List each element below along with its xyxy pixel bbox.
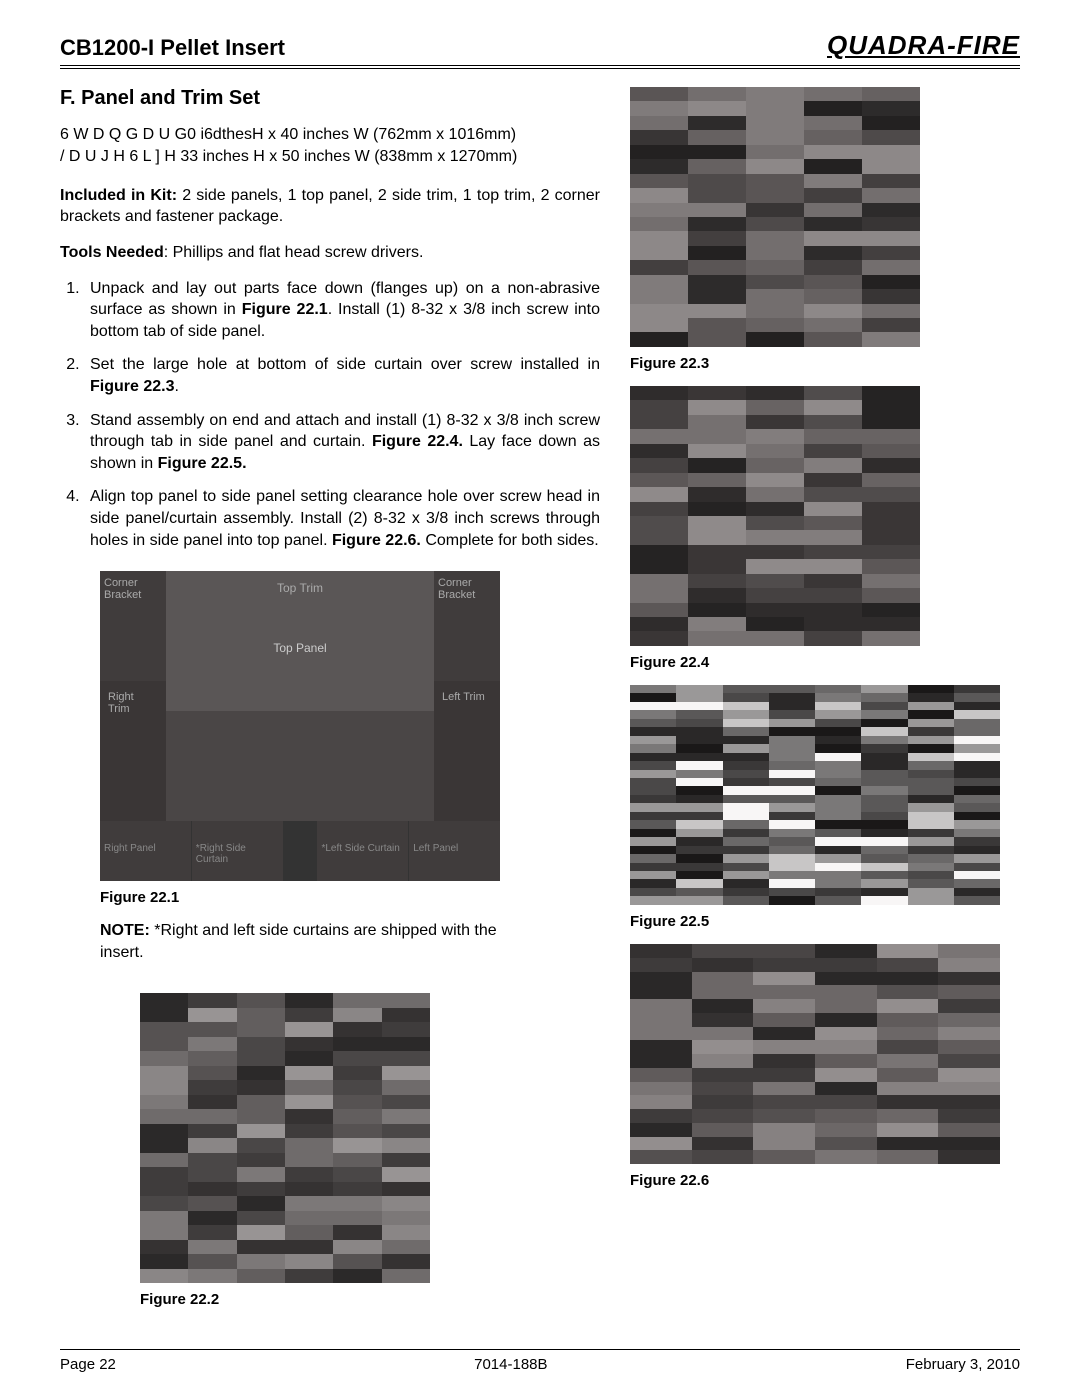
left-curtain-label: *Left Side Curtain <box>317 821 409 881</box>
figure-22-2-block: Figure 22.2 <box>140 993 600 1308</box>
tools-needed: Tools Needed: Phillips and flat head scr… <box>60 242 600 264</box>
brand-logo: QUADRA-FIRE <box>827 30 1020 61</box>
note-block: NOTE: *Right and left side curtains are … <box>100 920 520 963</box>
figure-22-4-caption: Figure 22.4 <box>630 654 1000 671</box>
dim-standard: 6 W D Q G D U G0 i6dthesH x 40 inches W … <box>60 124 600 146</box>
figure-22-5-block: Figure 22.5 <box>630 685 1000 930</box>
page-header: CB1200-I Pellet Insert QUADRA-FIRE <box>60 30 1020 69</box>
page-footer: Page 22 7014-188B February 3, 2010 <box>60 1349 1020 1373</box>
dim-large: / D U J H 6 L ] H 33 inches H x 50 inche… <box>60 146 600 168</box>
content-area: F. Panel and Trim Set 6 W D Q G D U G0 i… <box>60 87 1020 1322</box>
figure-22-4-block: Figure 22.4 <box>630 386 1000 671</box>
left-panel-label: Left Panel <box>409 821 500 881</box>
included-kit: Included in Kit: 2 side panels, 1 top pa… <box>60 185 600 228</box>
figure-22-6-block: Figure 22.6 <box>630 944 1000 1189</box>
note-label: NOTE: <box>100 922 150 939</box>
note-text: *Right and left side curtains are shippe… <box>100 922 497 961</box>
step-4: Align top panel to side panel setting cl… <box>84 486 600 551</box>
top-trim-label: Top Trim <box>166 581 434 595</box>
figure-22-5-image <box>630 685 1000 905</box>
figure-22-3-caption: Figure 22.3 <box>630 355 1000 372</box>
figure-22-2-image <box>140 993 430 1283</box>
left-column: F. Panel and Trim Set 6 W D Q G D U G0 i… <box>60 87 600 1322</box>
figure-22-6-image <box>630 944 1000 1164</box>
figure-22-4-image <box>630 386 920 646</box>
figure-22-2-caption: Figure 22.2 <box>140 1291 600 1308</box>
right-panel-label: Right Panel <box>100 821 192 881</box>
product-title: CB1200-I Pellet Insert <box>60 35 285 61</box>
figure-22-3-image <box>630 87 920 347</box>
figure-22-1-diagram: Corner Bracket Top Trim Top Panel Corner… <box>100 571 500 881</box>
right-trim-label: Right Trim <box>104 687 162 719</box>
right-column: Figure 22.3 Figure 22.4 Figure 22.5 Figu… <box>630 87 1000 1322</box>
step-1: Unpack and lay out parts face down (flan… <box>84 278 600 343</box>
left-trim-label: Left Trim <box>438 687 496 707</box>
figure-22-3-block: Figure 22.3 <box>630 87 1000 372</box>
corner-bracket-left: Corner Bracket <box>100 571 166 681</box>
steps-list: Unpack and lay out parts face down (flan… <box>60 278 600 552</box>
dimensions-block: 6 W D Q G D U G0 i6dthesH x 40 inches W … <box>60 124 600 169</box>
footer-date: February 3, 2010 <box>906 1356 1020 1373</box>
figure-22-1-caption: Figure 22.1 <box>100 889 600 906</box>
right-curtain-label: *Right Side Curtain <box>192 821 284 881</box>
tools-text: : Phillips and flat head screw drivers. <box>164 244 424 261</box>
footer-page: Page 22 <box>60 1356 116 1373</box>
tools-label: Tools Needed <box>60 244 164 261</box>
step-2: Set the large hole at bottom of side cur… <box>84 354 600 397</box>
corner-bracket-right: Corner Bracket <box>434 571 500 681</box>
top-trim-area: Top Trim Top Panel <box>166 571 434 681</box>
figure-22-5-caption: Figure 22.5 <box>630 913 1000 930</box>
included-label: Included in Kit: <box>60 187 177 204</box>
footer-doc: 7014-188B <box>474 1356 547 1373</box>
step-3: Stand assembly on end and attach and ins… <box>84 410 600 475</box>
top-panel-label: Top Panel <box>166 595 434 655</box>
figure-22-6-caption: Figure 22.6 <box>630 1172 1000 1189</box>
section-title: F. Panel and Trim Set <box>60 87 600 110</box>
